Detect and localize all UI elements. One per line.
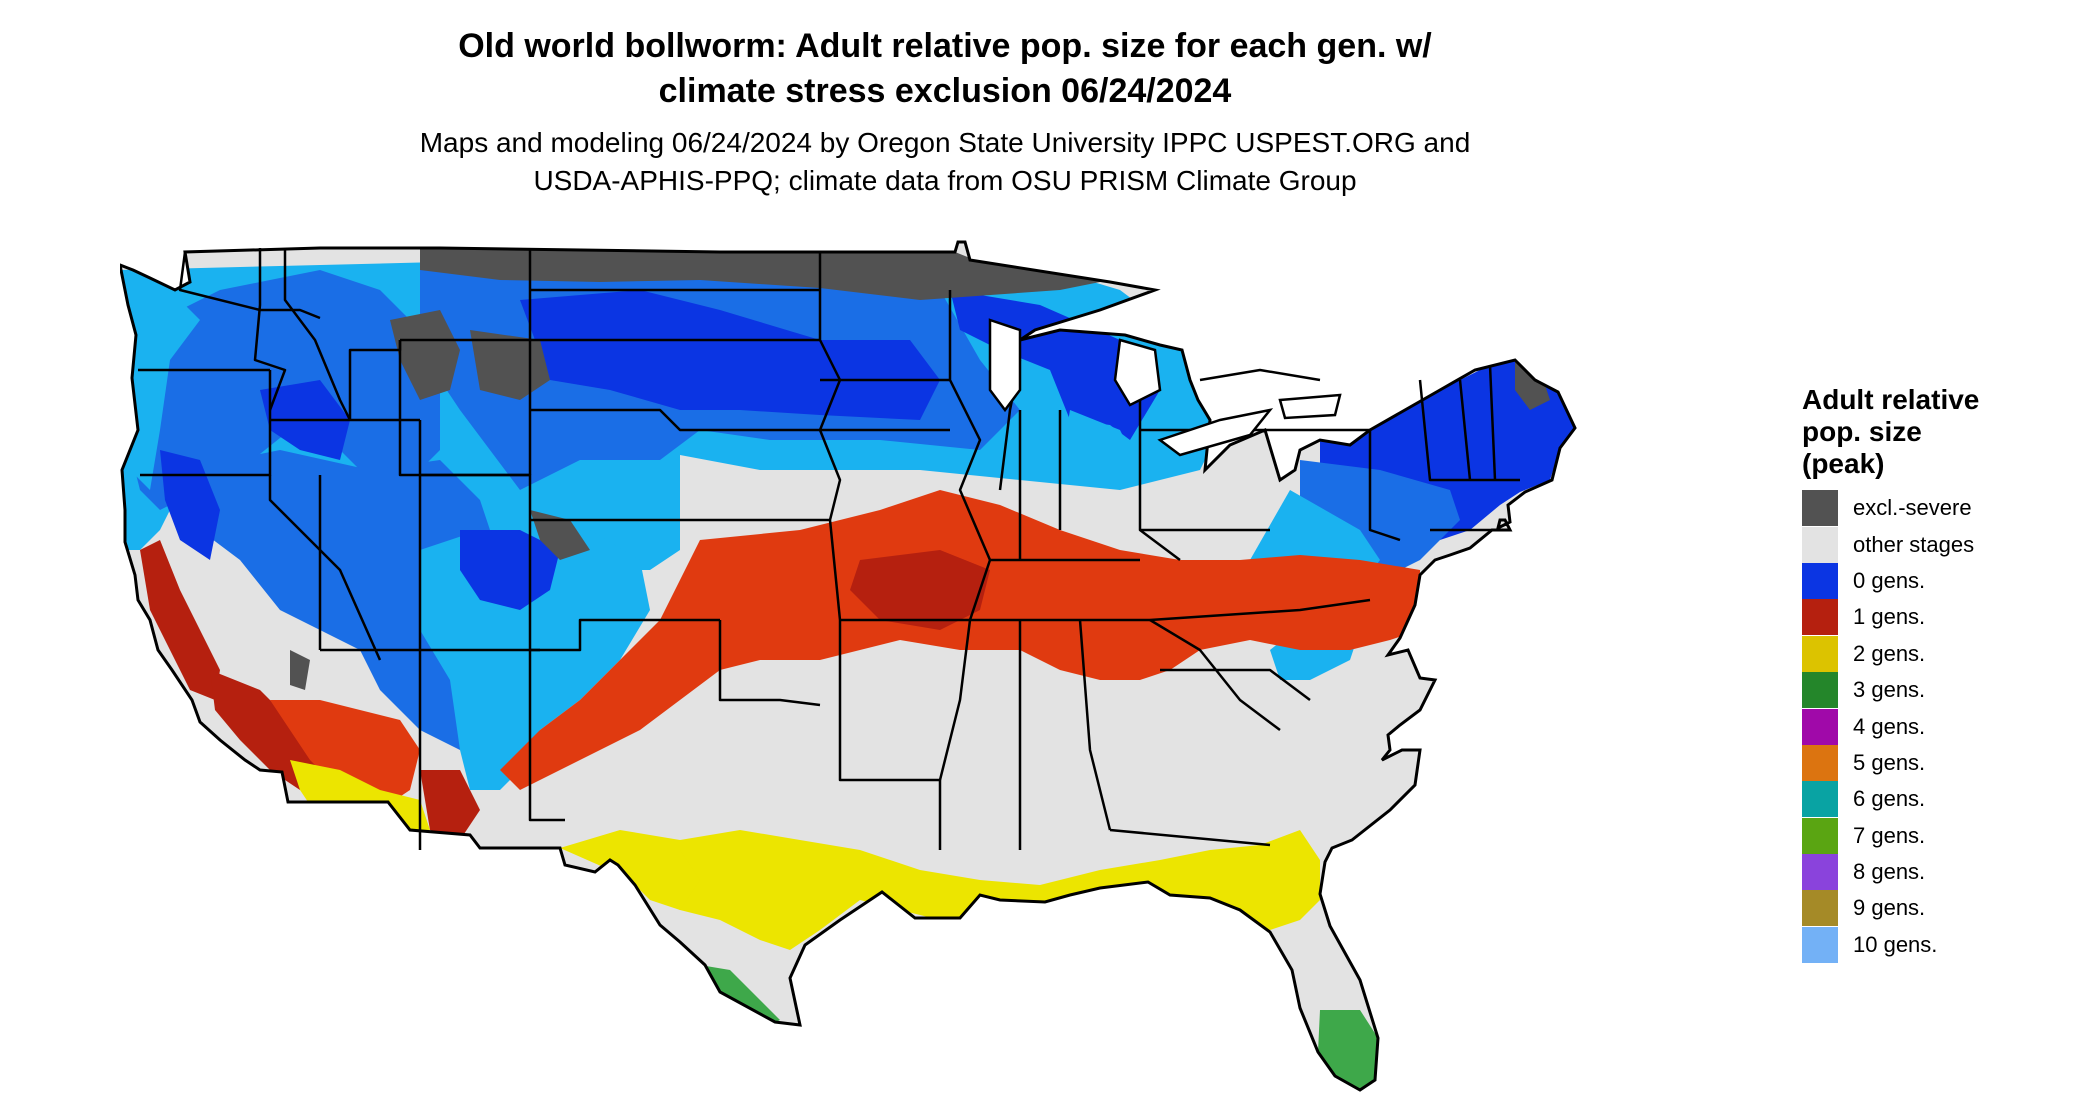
region-gen1-south [500,490,1420,790]
legend-swatch [1802,890,1838,927]
border-mississippi [938,290,992,781]
border-mn-ia-mo-ar [818,252,842,700]
region-gen0-light-greatlakes [1065,410,1140,485]
border-ga-sc [1149,618,1281,731]
region-gen3-south-florida [1318,1010,1378,1090]
border-pa-nj [1368,430,1401,542]
legend-label: other stages [1853,531,1975,557]
legend-item: 0 gens. [1802,562,2092,599]
legend-title-line-3: (peak) [1802,448,1885,479]
legend-label: 5 gens. [1853,749,1926,775]
legend-title-line-1: Adult relative [1802,384,1980,415]
region-excluded-canada-border [420,248,1110,300]
border-al-ga [1078,619,1112,831]
border-ok-panhandle [530,618,720,652]
legend-label: 4 gens. [1853,713,1926,739]
subtitle-line-1: Maps and modeling 06/24/2024 by Oregon S… [419,127,1471,158]
lake-erie [1157,408,1274,457]
legend-swatch [1802,599,1838,636]
subtitle-line-2: USDA-APHIS-PPQ; climate data from OSU PR… [533,165,1357,196]
legend-swatch [1802,781,1838,818]
border-ok-tx [718,620,821,707]
legend-item: 4 gens. [1802,708,2092,745]
legend-item: 7 gens. [1802,817,2092,854]
legend-swatch [1802,854,1838,891]
legend-label: 3 gens. [1853,677,1926,703]
legend-items: excl.-severe other stages 0 gens. 1 gens. 2 … [1802,490,2092,963]
border-ne-ks [530,408,820,432]
legend-label: 7 gens. [1853,822,1926,848]
legend-swatch [1802,708,1838,745]
legend-swatch [1802,672,1838,709]
region-gen0-light-northwest [130,300,200,490]
legend-label: 2 gens. [1853,640,1926,666]
region-gen1-southern-california [210,670,320,790]
legend-item: excl.-severe [1802,490,2092,527]
border-nc-sc [1160,668,1311,701]
border-fl-north [1109,828,1271,847]
region-gen2-gulf [560,830,1320,950]
legend-label: 1 gens. [1853,604,1926,630]
legend-item: 10 gens. [1802,926,2092,963]
region-excluded-maine [1515,360,1550,410]
lake-michigan [988,318,1022,413]
legend-item: 1 gens. [1802,599,2092,636]
border-co [420,473,532,650]
region-gen1-arizona [270,700,420,810]
border-ca-nv-diag [268,475,382,661]
region-excluded-wyoming [390,310,460,400]
region-gen1-dark-arkansas [850,550,990,630]
legend-label: 8 gens. [1853,859,1926,885]
region-gen1-new-mexico [420,770,480,840]
legend-title-line-2: pop. size [1802,416,1922,447]
lake-ontario [1278,393,1342,420]
legend-item: other stages [1802,526,2092,563]
title-line-1: Old world bollworm: Adult relative pop. … [458,27,1432,65]
border-id-mt [283,248,352,421]
region-excluded-desert [290,650,310,690]
us-map [120,240,1577,1092]
border-mi-south [1199,368,1321,382]
lake-huron [1113,338,1162,407]
title-line-2: climate stress exclusion 06/24/2024 [658,72,1232,110]
legend-item: 2 gens. [1802,635,2092,672]
legend-label: excl.-severe [1853,495,1972,521]
border-nh-me [1488,364,1497,481]
legend-label: 0 gens. [1853,567,1926,593]
border-wa-id [253,248,287,411]
region-gen0-dark-colorado [460,530,560,610]
legend-label: 10 gens. [1853,931,1938,957]
legend: Adult relative pop. size (peak) excl.-se… [1802,384,2092,963]
border-nm-tx [528,650,565,822]
legend-item: 5 gens. [1802,744,2092,781]
border-nc-va [1149,598,1371,622]
legend-label: 9 gens. [1853,895,1926,921]
legend-swatch [1802,526,1838,563]
map-subtitle: Maps and modeling 06/24/2024 by Oregon S… [0,124,1890,200]
legend-swatch [1802,817,1838,854]
region-gen0-dark-sierra [160,450,220,560]
region-gen2-texas-west [630,850,700,910]
legend-label: 6 gens. [1853,786,1926,812]
legend-swatch [1802,635,1838,672]
border-la [838,700,942,850]
legend-item: 9 gens. [1802,890,2092,927]
map-title: Old world bollworm: Adult relative pop. … [0,24,1890,114]
legend-swatch [1802,490,1838,527]
great-lakes [988,318,1342,457]
region-excluded-colorado [530,510,590,560]
border-vt-nh [1458,379,1472,481]
legend-swatch [1802,926,1838,963]
legend-title: Adult relative pop. size (peak) [1802,384,2092,480]
region-gen1-central-valley [140,540,220,700]
legend-item: 8 gens. [1802,854,2092,891]
legend-item: 3 gens. [1802,672,2092,709]
legend-item: 6 gens. [1802,781,2092,818]
legend-swatch [1802,744,1838,781]
region-gen0-dark-plains [520,290,940,420]
legend-swatch [1802,562,1838,599]
state-borders [138,248,1520,850]
